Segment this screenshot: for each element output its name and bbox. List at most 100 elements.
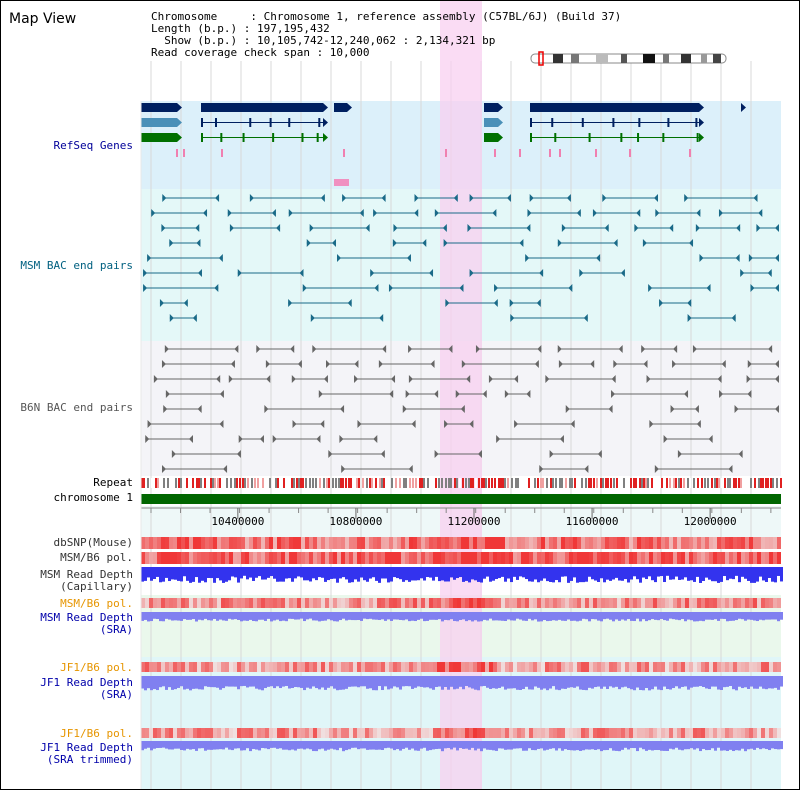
msm-b6-pol-sra-cell [397,598,401,608]
jf1-b6-pol-cell [361,662,365,672]
b6n-bac-end-marker [408,465,413,473]
msm-depth-cap-bar [621,567,624,581]
jf1-depth-sra-bar [399,676,402,690]
msm-b6-pol-cap-cell [753,552,757,564]
track-label-msm-b6-pol-cap[interactable]: MSM/B6 pol. [60,551,133,564]
jf1-depth-sra-bar [735,676,738,691]
jf1-depth-sra-bar [642,676,645,691]
b6n-bac-end-marker [466,375,471,383]
jf1-b6-pol-trim-cell [737,728,741,738]
msm-bac-end-marker [320,194,325,202]
track-label-msm-depth-cap[interactable]: MSM Read Depth (Capillary) [40,568,133,593]
msm-b6-pol-cap-cell [441,552,445,564]
jf1-b6-pol-trim-cell [677,728,681,738]
jf1-b6-pol-trim-cell [149,728,153,738]
track-label-msm-b6-pol-sra[interactable]: MSM/B6 pol. [60,597,133,610]
msm-bac-end-marker [736,224,741,232]
jf1-b6-pol-trim-cell [341,728,345,738]
track-label-chromosome[interactable]: chromosome 1 [53,491,133,504]
track-label-jf1-depth-trim[interactable]: JF1 Read Depth (SRA trimmed) [40,741,133,766]
msm-depth-sra-bar [420,612,423,619]
msm-b6-pol-sra-cell [501,598,505,608]
jf1-depth-sra-bar [168,676,171,688]
jf1-b6-pol-trim-cell [429,728,433,738]
msm-b6-pol-sra-cell [353,598,357,608]
jf1-depth-trim-bar [168,741,171,750]
msm-depth-cap-bar [600,567,603,579]
msm-depth-sra-bar [633,612,636,622]
dbsnp-cell [317,537,321,549]
track-label-msm-depth-sra[interactable]: MSM Read Depth (SRA) [40,611,133,636]
repeat-segment [212,478,214,488]
jf1-depth-sra-bar [780,676,783,687]
jf1-depth-trim-bar [186,741,189,749]
jf1-b6-pol-trim-cell [161,728,165,738]
jf1-b6-pol-trim-cell [465,728,469,738]
msm-b6-pol-sra-cell [165,598,169,608]
dbsnp-cell [721,537,725,549]
msm-b6-pol-sra-cell [437,598,441,608]
msm-b6-pol-cap-cell [145,552,149,564]
jf1-b6-pol-cell [609,662,613,672]
track-label-repeat[interactable]: Repeat [93,476,133,489]
jf1-depth-trim-bar [195,741,198,751]
track-label-jf1-b6-pol-trim[interactable]: JF1/B6 pol. [60,727,133,740]
jf1-b6-pol-cell [325,662,329,672]
jf1-depth-trim-bar [147,741,150,748]
jf1-b6-pol-trim-cell [685,728,689,738]
repeat-segment [450,478,452,488]
b6n-bac-end-marker [597,450,602,458]
track-label-dbsnp[interactable]: dbSNP(Mouse) [53,536,133,549]
repeat-segment [328,478,330,488]
chromosome-bar [141,494,781,504]
jf1-b6-pol-trim-cell [489,728,493,738]
msm-b6-pol-cap-cell [221,552,225,564]
b6n-bac-end-marker [430,360,435,368]
repeat-segment [651,478,653,488]
jf1-b6-pol-trim-cell [561,728,565,738]
repeat-segment [254,478,256,488]
repeat-segment [602,478,604,488]
jf1-depth-trim-bar [636,741,639,752]
track-label-refseq[interactable]: RefSeq Genes [53,139,133,152]
msm-depth-sra-bar [693,612,696,622]
msm-b6-pol-sra-cell [173,598,177,608]
msm-depth-sra-bar [240,612,243,622]
jf1-depth-trim-bar [732,741,735,752]
jf1-b6-pol-cell [621,662,625,672]
jf1-b6-pol-cell [413,662,417,672]
jf1-b6-pol-trim-cell [477,728,481,738]
jf1-b6-pol-cell [585,662,589,672]
msm-depth-sra-bar [546,612,549,622]
jf1-depth-sra-bar [375,676,378,691]
track-label-msm-bac[interactable]: MSM BAC end pairs [20,259,133,272]
msm-bac-end-marker [592,209,597,217]
msm-depth-sra-bar [276,612,279,620]
msm-bac-end-marker [613,239,618,247]
axis-tick-label: 10400000 [211,515,264,528]
gene-block [334,103,347,112]
track-label-b6n-bac[interactable]: B6N BAC end pairs [20,401,133,414]
track-label-jf1-b6-pol[interactable]: JF1/B6 pol. [60,661,133,674]
track-label-jf1-depth-sra[interactable]: JF1 Read Depth (SRA) [40,676,133,701]
repeat-segment [383,478,385,488]
jf1-depth-sra-bar [276,676,279,687]
msm-b6-pol-sra-cell [453,598,457,608]
b6n-bac-end-marker [514,420,519,428]
msm-b6-pol-sra-cell [373,598,377,608]
b6n-bac-end-marker [434,390,439,398]
repeat-segment [214,478,216,488]
msm-b6-pol-sra-cell [333,598,337,608]
ideogram-band [681,54,691,63]
msm-depth-sra-bar [651,612,654,620]
jf1-depth-trim-bar [339,741,342,748]
repeat-segment [481,478,483,488]
msm-depth-sra-bar [156,612,159,620]
msm-depth-sra-bar [522,612,525,621]
jf1-b6-pol-cell [745,662,749,672]
jf1-b6-pol-trim-cell [273,728,277,738]
msm-depth-cap-bar [654,567,657,583]
msm-depth-sra-bar [315,612,318,621]
msm-depth-sra-bar [183,612,186,620]
jf1-b6-pol-cell [165,662,169,672]
